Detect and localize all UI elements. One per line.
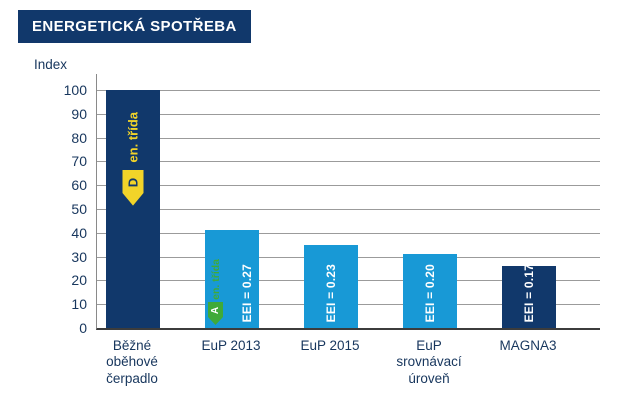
bar-3: EEI = 0.23: [304, 244, 358, 328]
y-tick-label: 30: [71, 248, 87, 265]
energy-class-annotation: en. třída A: [208, 259, 223, 325]
x-axis-labels: Běžné oběhové čerpadlo EuP 2013 EuP 2015 Eu…: [96, 338, 600, 396]
gridline: [97, 113, 600, 115]
gridline: [97, 137, 600, 139]
energy-class-label: en. třída: [209, 259, 222, 300]
bar-eei-label: EEI = 0.20: [423, 263, 437, 322]
x-category-label: EuP 2013: [201, 338, 261, 353]
y-tick-label: 20: [71, 272, 87, 289]
gridline: [97, 161, 600, 163]
bar-1: en. třída D: [106, 90, 160, 328]
energy-class-label: en. třída: [125, 112, 141, 163]
x-category-label: EuP srovnávací úroveň: [396, 338, 462, 386]
bar-4: EEI = 0.20: [403, 254, 457, 328]
y-tick-label: 0: [79, 320, 87, 336]
bar-2: EEI = 0.27 en. třída A: [205, 230, 259, 328]
bar-5: EEI = 0.17: [502, 263, 556, 328]
page-title-text: ENERGETICKÁ SPOTŘEBA: [32, 18, 237, 35]
energy-class-annotation: en. třída D: [122, 112, 144, 206]
energy-class-arrow-icon: A: [208, 302, 223, 325]
y-axis-title: Index: [34, 57, 68, 72]
gridline: [97, 90, 600, 91]
energy-class-arrow-icon: D: [122, 169, 144, 206]
bar-eei-label: EEI = 0.17: [522, 263, 536, 322]
gridline: [97, 209, 600, 210]
page-title: ENERGETICKÁ SPOTŘEBA: [18, 10, 251, 43]
gridline: [97, 232, 600, 234]
energy-class-letter: D: [125, 177, 141, 187]
y-axis-line-extension: [96, 74, 97, 90]
y-tick-label: 90: [71, 105, 87, 122]
y-tick-label: 100: [63, 82, 87, 98]
y-tick-label: 10: [71, 296, 87, 313]
x-category-label: Běžné oběhové čerpadlo: [106, 338, 158, 386]
y-tick-label: 60: [71, 177, 87, 194]
energy-class-letter: A: [209, 306, 221, 314]
plot-area: 0 10 20 30 40 50 60 70 80 90 100 en. třída D EEI = 0.…: [64, 74, 600, 336]
y-tick-label: 80: [71, 129, 87, 146]
x-category-label: MAGNA3: [499, 338, 557, 353]
bar-eei-label: EEI = 0.27: [240, 263, 254, 322]
y-tick-label: 70: [71, 153, 87, 170]
y-tick-label: 40: [71, 224, 87, 241]
x-category-label: EuP 2015: [300, 338, 360, 353]
bar-eei-label: EEI = 0.23: [324, 263, 338, 322]
y-tick-label: 50: [71, 201, 87, 217]
gridline: [97, 185, 600, 187]
